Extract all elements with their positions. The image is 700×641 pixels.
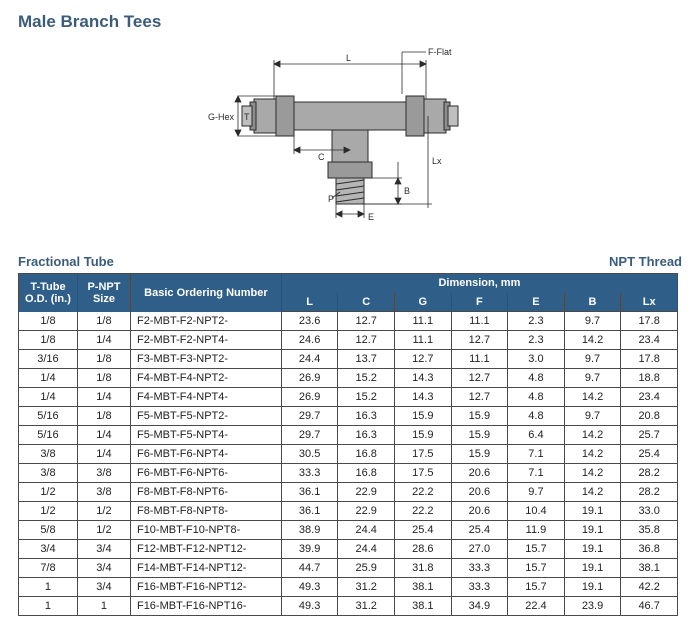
th-dim-B: B xyxy=(564,293,621,312)
th-dim-E: E xyxy=(508,293,565,312)
table-row: 3/83/8F6-MBT-F6-NPT6-33.316.817.520.67.1… xyxy=(19,464,678,483)
table-row: 1/81/4F2-MBT-F2-NPT4-24.612.711.112.72.3… xyxy=(19,331,678,350)
th-dim-C: C xyxy=(338,293,395,312)
th-dim-Lx: Lx xyxy=(621,293,678,312)
caption-right: NPT Thread xyxy=(609,254,682,269)
table-row: 11F16-MBT-F16-NPT16-49.331.238.134.922.4… xyxy=(19,597,678,616)
table-row: 1/41/4F4-MBT-F4-NPT4-26.915.214.312.74.8… xyxy=(19,388,678,407)
table-row: 3/161/8F3-MBT-F3-NPT2-24.413.712.711.13.… xyxy=(19,350,678,369)
caption-left: Fractional Tube xyxy=(18,254,114,269)
page-title: Male Branch Tees xyxy=(18,12,682,32)
th-od: T-Tube O.D. (in.) xyxy=(19,274,78,312)
table-row: 1/81/8F2-MBT-F2-NPT2-23.612.711.111.12.3… xyxy=(19,312,678,331)
label-B: B xyxy=(404,186,410,196)
tee-diagram: L F-Flat G-Hex T xyxy=(180,44,520,224)
th-dim-G: G xyxy=(395,293,452,312)
table-row: 1/41/8F4-MBT-F4-NPT2-26.915.214.312.74.8… xyxy=(19,369,678,388)
label-C: C xyxy=(318,152,325,162)
table-row: 5/81/2F10-MBT-F10-NPT8-38.924.425.425.41… xyxy=(19,521,678,540)
table-row: 5/161/4F5-MBT-F5-NPT4-29.716.315.915.96.… xyxy=(19,426,678,445)
table-row: 3/81/4F6-MBT-F6-NPT4-30.516.817.515.97.1… xyxy=(19,445,678,464)
table-row: 1/21/2F8-MBT-F8-NPT8-36.122.922.220.610.… xyxy=(19,502,678,521)
table-row: 13/4F16-MBT-F16-NPT12-49.331.238.133.315… xyxy=(19,578,678,597)
table-row: 5/161/8F5-MBT-F5-NPT2-29.716.315.915.94.… xyxy=(19,407,678,426)
th-dim-L: L xyxy=(281,293,338,312)
th-npt: P-NPT Size xyxy=(77,274,130,312)
spec-table: T-Tube O.D. (in.) P-NPT Size Basic Order… xyxy=(18,273,678,616)
table-row: 1/23/8F8-MBT-F8-NPT6-36.122.922.220.69.7… xyxy=(19,483,678,502)
table-row: 7/83/4F14-MBT-F14-NPT12-44.725.931.833.3… xyxy=(19,559,678,578)
label-FFlat: F-Flat xyxy=(428,47,452,57)
th-part: Basic Ordering Number xyxy=(130,274,281,312)
table-row: 3/43/4F12-MBT-F12-NPT12-39.924.428.627.0… xyxy=(19,540,678,559)
label-T: T xyxy=(244,112,250,122)
label-P: P xyxy=(328,194,334,204)
label-GHex: G-Hex xyxy=(208,112,235,122)
th-dimgroup: Dimension, mm xyxy=(281,274,677,293)
th-dim-F: F xyxy=(451,293,508,312)
label-E: E xyxy=(368,212,374,222)
label-L: L xyxy=(346,53,351,63)
label-Lx: Lx xyxy=(432,156,442,166)
